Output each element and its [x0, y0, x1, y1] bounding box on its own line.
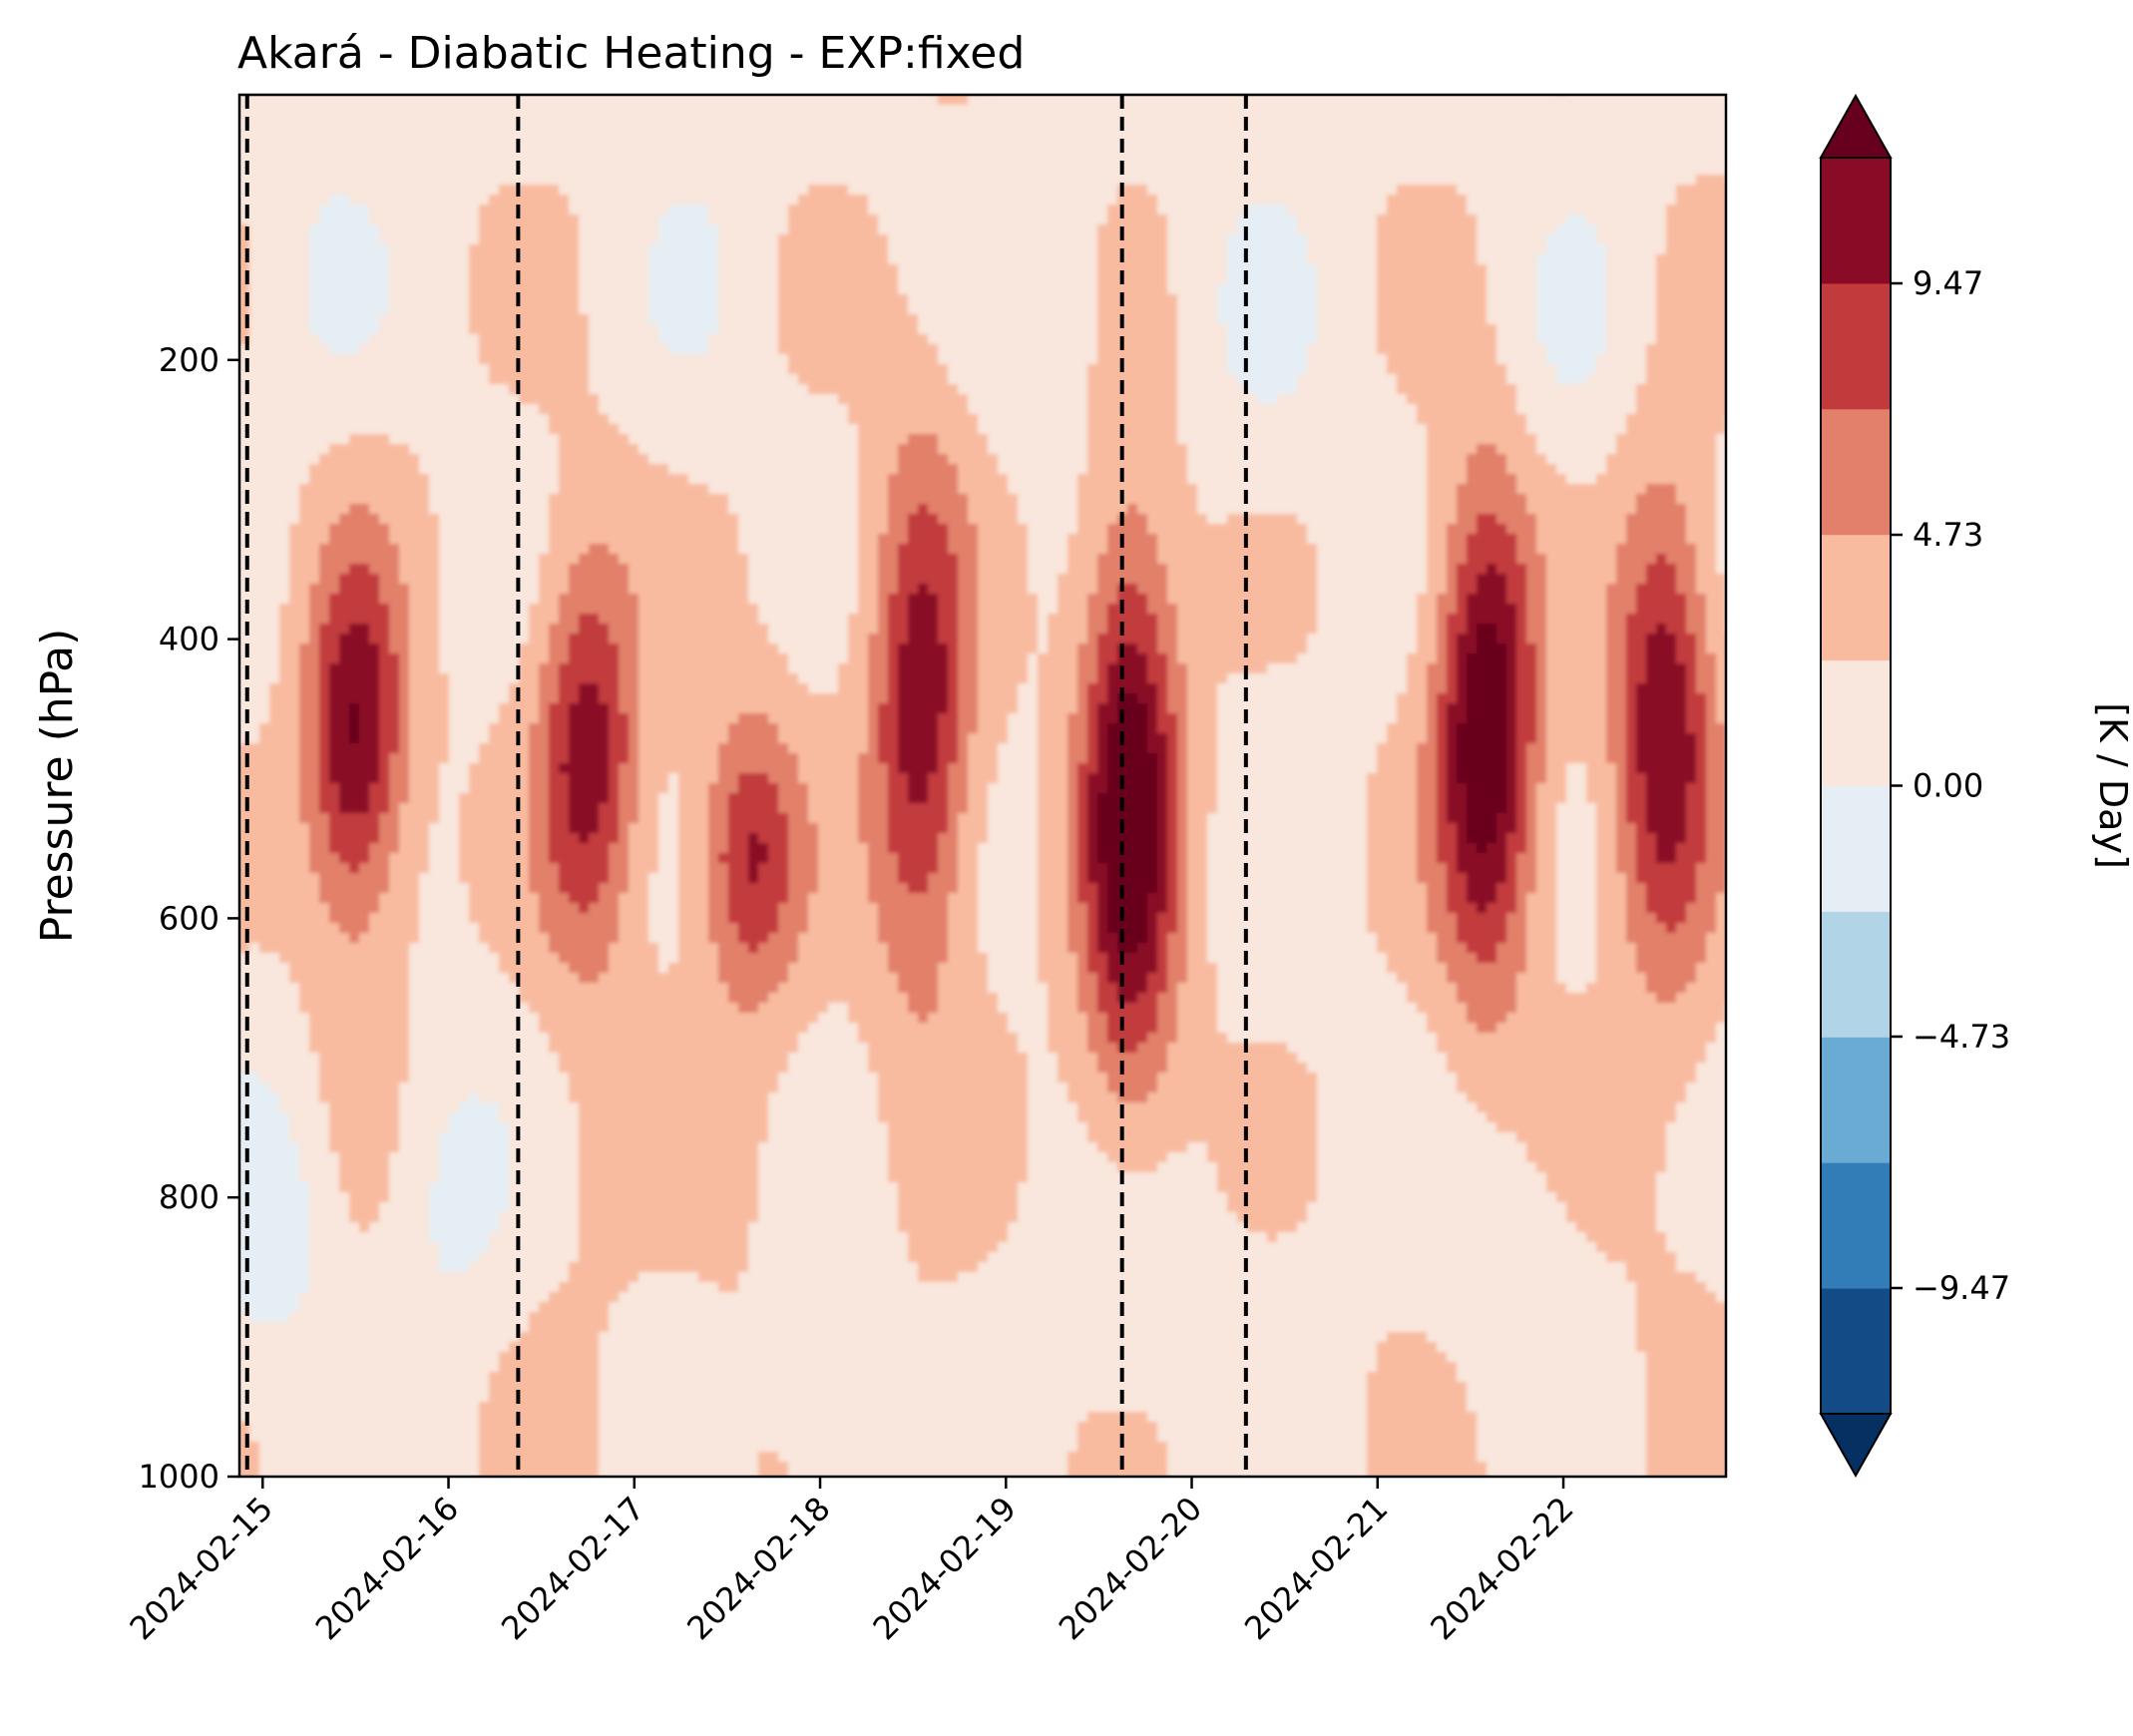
- chart-title: Akará - Diabatic Heating - EXP:fixed: [237, 28, 1025, 79]
- colorbar-tick-label: −4.73: [1913, 1018, 2010, 1056]
- colorbar-extend-max: [1819, 93, 1893, 159]
- y-tick-label: 600: [159, 899, 219, 937]
- colorbar-bin: [1821, 1037, 1891, 1163]
- colorbar-extend-min: [1819, 1413, 1893, 1479]
- colorbar-bin: [1821, 282, 1891, 410]
- y-tick-label: 800: [159, 1178, 219, 1216]
- y-tick-label: 400: [159, 621, 219, 658]
- x-tick-label: 2024-02-16: [308, 1490, 466, 1647]
- x-tick-label: 2024-02-15: [123, 1490, 280, 1647]
- x-axis: 2024-02-15 2024-02-16 2024-02-17 2024-02-18…: [123, 1477, 1581, 1647]
- x-tick-label: 2024-02-18: [679, 1490, 837, 1647]
- y-axis: 200 400 600 800 1000: [139, 341, 239, 1496]
- plot-frame: [237, 93, 1728, 1479]
- colorbar-bin: [1821, 1288, 1891, 1415]
- colorbar-bin: [1821, 158, 1891, 284]
- colorbar-label: [K / Day]: [2091, 702, 2133, 869]
- y-tick-label: 200: [159, 341, 219, 379]
- x-tick-label: 2024-02-21: [1237, 1490, 1395, 1647]
- colorbar-bin: [1821, 911, 1891, 1038]
- colorbar-bin: [1821, 534, 1891, 661]
- x-tick-label: 2024-02-22: [1423, 1490, 1580, 1647]
- x-tick-label: 2024-02-17: [494, 1490, 651, 1647]
- colorbar-tick-label: 4.73: [1913, 516, 1983, 554]
- plot-area: [239, 95, 1726, 1477]
- y-axis-label: Pressure (hPa): [32, 629, 83, 944]
- colorbar-tick-label: 0.00: [1913, 767, 1983, 805]
- colorbar-bin: [1821, 785, 1891, 912]
- colorbar-bin: [1821, 408, 1891, 536]
- contour-field: [239, 95, 1726, 1477]
- y-tick-label: 1000: [139, 1458, 219, 1496]
- event-lines: [244, 95, 1248, 1477]
- colorbar-tick-label: 9.47: [1913, 264, 1983, 302]
- colorbar-bin: [1821, 1162, 1891, 1289]
- colorbar-bin: [1821, 659, 1891, 786]
- colorbar-tick-label: −9.47: [1913, 1269, 2010, 1307]
- x-tick-label: 2024-02-19: [866, 1490, 1024, 1647]
- x-tick-label: 2024-02-20: [1052, 1490, 1209, 1647]
- colorbar: −9.47 −4.73 0.00 4.73 9.47: [1819, 93, 2010, 1479]
